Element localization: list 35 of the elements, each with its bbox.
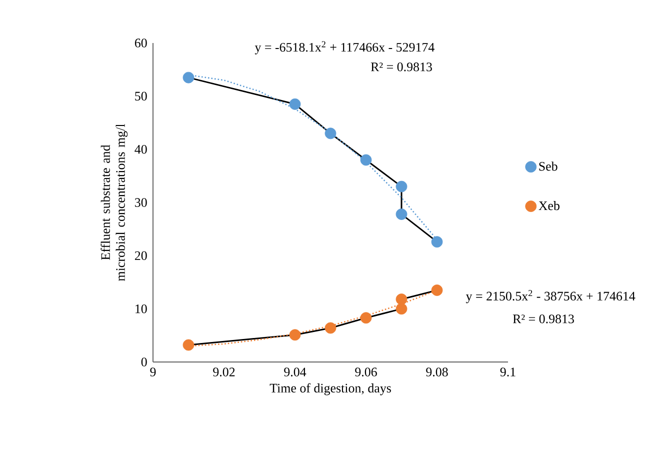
point: [289, 329, 301, 341]
y-tick-label: 20: [134, 251, 147, 260]
point: [360, 154, 372, 166]
y-tick-label: 40: [134, 144, 147, 154]
point: [324, 322, 336, 334]
legend-label: Xeb: [538, 201, 560, 210]
x-tick-label: 9.06: [355, 368, 377, 376]
y-tick-label: 50: [135, 92, 147, 101]
x-axis-title: Time of digestion, days: [270, 383, 391, 396]
point: [182, 72, 194, 84]
x-tick-label: 9.1: [500, 368, 516, 376]
text: R² = 0.9813: [512, 314, 574, 324]
point: [396, 180, 408, 192]
annotation: y = -6518.1x$^{2}$ + 117466x - 529174: [254, 41, 434, 54]
annotation: y = 2150.5x$^{2}$ - 38756x + 174614: [466, 290, 636, 304]
legend-label: Seb: [539, 162, 558, 171]
x-tick-label: 9: [150, 368, 156, 376]
point: [396, 294, 408, 305]
point: [360, 312, 372, 324]
x-tick-label: 9.04: [284, 368, 306, 376]
annotation: R² = 0.9813: [370, 62, 432, 72]
point: [182, 339, 194, 351]
y-axis-title: Effluent substrate and microbial concentrations mg/l: [100, 124, 128, 281]
point: [324, 128, 336, 140]
point: [289, 98, 301, 110]
y-tick-label: 0: [141, 358, 147, 366]
point: [431, 284, 443, 296]
point: [396, 303, 408, 315]
x-tick-label: 9.08: [426, 368, 448, 376]
point: [396, 208, 408, 220]
y-tick-label: 10: [136, 304, 147, 314]
y-tick-label: 60: [134, 38, 147, 48]
point: [431, 236, 443, 248]
y-tick-label: 30: [135, 198, 147, 207]
x-tick-label: 9.02: [213, 368, 235, 376]
